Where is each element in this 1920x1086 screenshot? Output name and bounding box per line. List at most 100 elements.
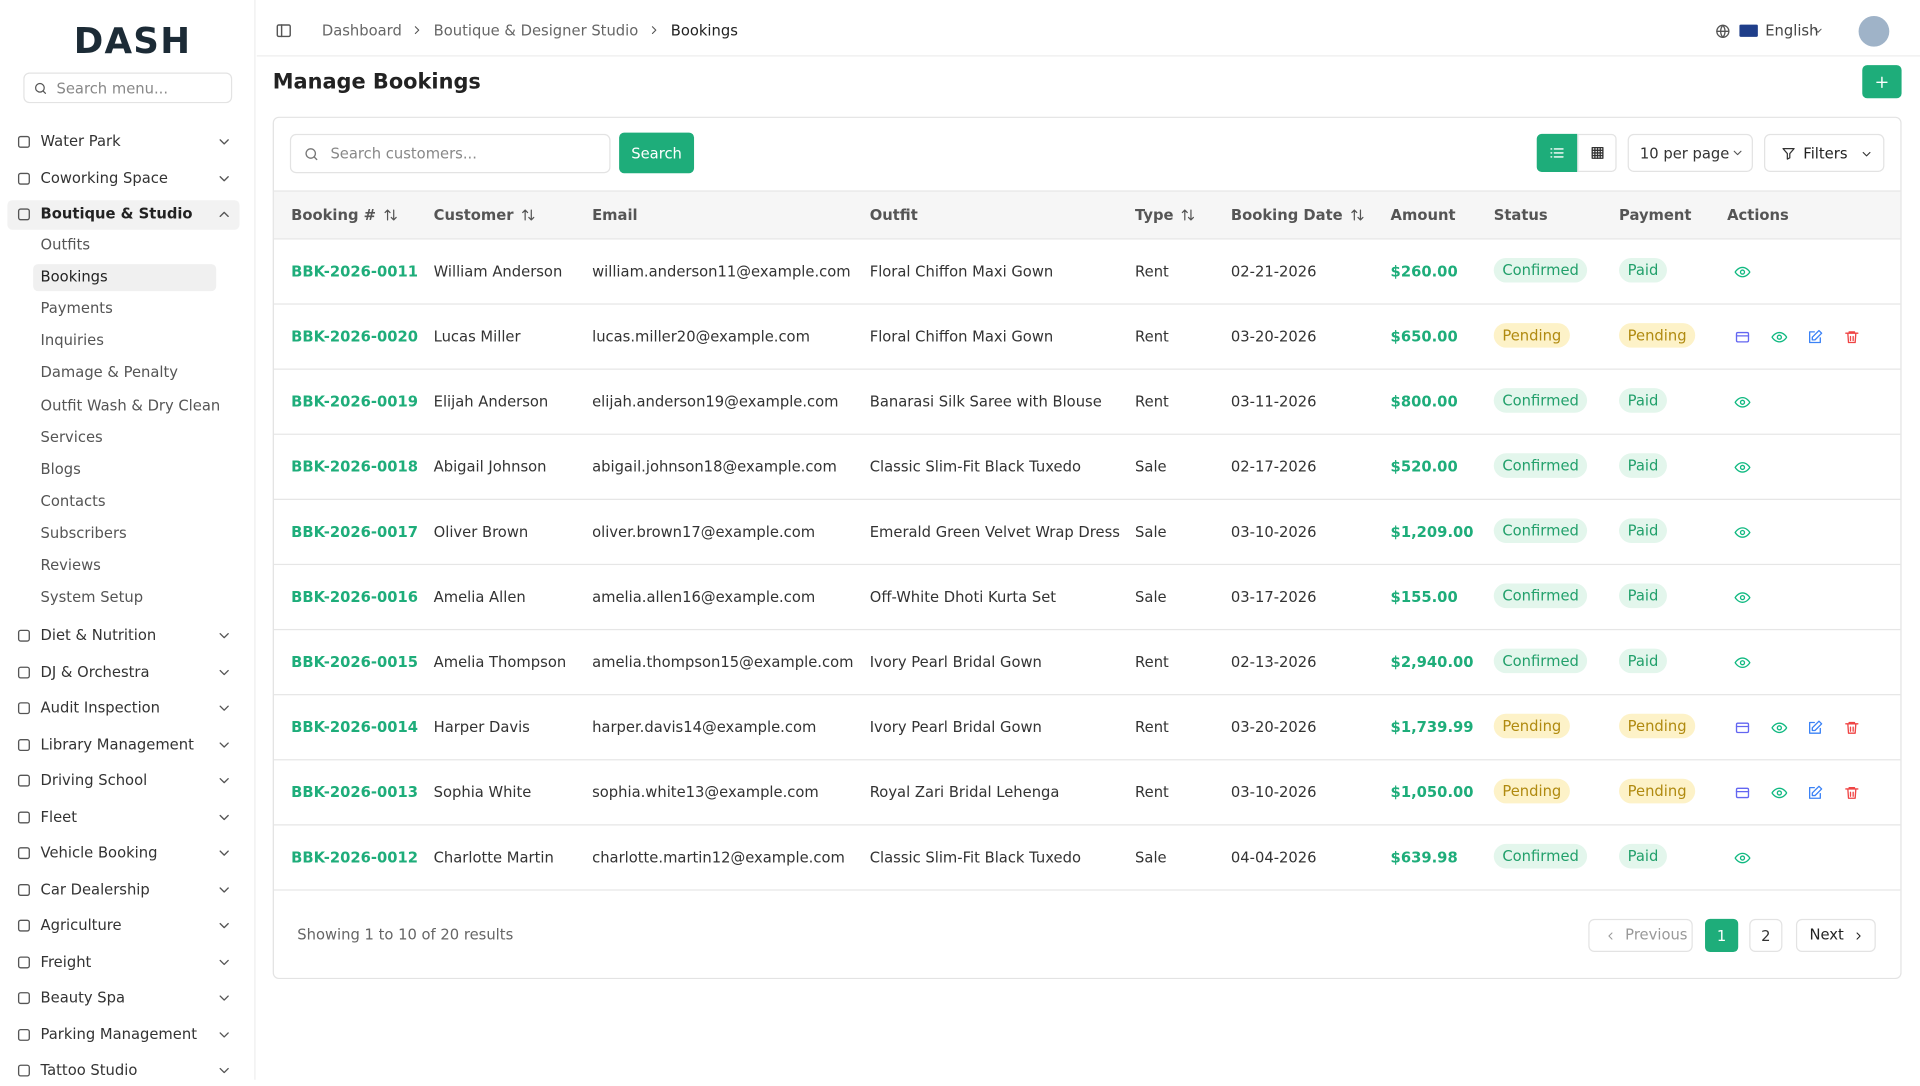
menu-item[interactable]: Tattoo Studio: [7, 1056, 239, 1085]
chevron: [216, 664, 232, 680]
submenu-item[interactable]: Bookings: [33, 264, 217, 292]
submenu-item[interactable]: Contacts: [33, 489, 216, 516]
menu-icon: [16, 736, 32, 752]
menu-icon: [16, 918, 32, 934]
previous-button[interactable]: Previous: [1588, 918, 1693, 953]
column-header[interactable]: Customer: [433, 206, 514, 224]
action-del[interactable]: [1843, 720, 1859, 736]
booking-link[interactable]: BBK-2026-0016: [291, 588, 419, 606]
menu-item[interactable]: Audit Inspection: [7, 694, 239, 723]
menu-item[interactable]: Fleet: [7, 803, 239, 832]
menu-item[interactable]: Beauty Spa: [7, 984, 239, 1013]
action-view[interactable]: [1770, 720, 1787, 736]
submenu-item[interactable]: System Setup: [33, 585, 216, 612]
action-view[interactable]: [1734, 525, 1751, 541]
submenu-item[interactable]: Outfits: [33, 232, 216, 259]
cell: charlotte.martin12@example.com: [592, 848, 845, 867]
chevron: [216, 170, 232, 186]
payment-badge: Pending: [1619, 713, 1696, 739]
status-badge: Confirmed: [1493, 648, 1588, 674]
previous-chevron: [1604, 930, 1616, 942]
booking-link[interactable]: BBK-2026-0013: [291, 783, 419, 801]
page-button[interactable]: 1: [1705, 918, 1739, 953]
per-page-chevron: [1731, 146, 1745, 160]
menu-search[interactable]: Search menu...: [23, 72, 233, 104]
column-header[interactable]: Type: [1135, 206, 1174, 224]
sort-icon[interactable]: [1350, 208, 1365, 223]
breadcrumb[interactable]: Boutique & Designer Studio: [433, 22, 639, 40]
booking-link[interactable]: BBK-2026-0017: [291, 523, 419, 541]
chevron: [216, 845, 232, 861]
action-view[interactable]: [1734, 850, 1751, 866]
submenu-item[interactable]: Payments: [33, 296, 216, 323]
page-button[interactable]: 2: [1749, 918, 1783, 953]
submenu-item[interactable]: Inquiries: [33, 328, 216, 355]
booking-link[interactable]: BBK-2026-0012: [291, 848, 419, 867]
amount: $2,940.00: [1390, 653, 1474, 671]
booking-link[interactable]: BBK-2026-0011: [291, 262, 419, 281]
action-view[interactable]: [1734, 394, 1751, 410]
column-header[interactable]: Booking Date: [1230, 206, 1343, 224]
action-view[interactable]: [1734, 264, 1751, 280]
add-button[interactable]: [1862, 65, 1902, 99]
submenu-item[interactable]: Reviews: [33, 553, 216, 580]
booking-link[interactable]: BBK-2026-0018: [291, 458, 419, 476]
menu-icon: [16, 954, 32, 970]
language-globe: [1715, 23, 1731, 39]
menu-item[interactable]: Coworking Space: [7, 164, 239, 193]
menu-item[interactable]: Water Park: [7, 128, 239, 157]
filters-button[interactable]: Filters: [1763, 133, 1885, 172]
menu-item[interactable]: Car Dealership: [7, 875, 239, 904]
submenu-item[interactable]: Damage & Penalty: [33, 360, 216, 387]
next-button[interactable]: Next: [1795, 918, 1876, 953]
menu-label: Car Dealership: [40, 880, 150, 898]
sidebar-toggle[interactable]: [275, 22, 292, 39]
customer-search[interactable]: Search customers...: [289, 133, 611, 174]
submenu-item[interactable]: Outfit Wash & Dry Clean: [33, 392, 221, 419]
menu-item[interactable]: Driving School: [7, 767, 239, 796]
menu-item[interactable]: Vehicle Booking: [7, 839, 239, 868]
action-pay[interactable]: [1735, 329, 1751, 345]
action-edit[interactable]: [1807, 329, 1823, 345]
amount: $1,050.00: [1390, 783, 1474, 801]
submenu-item[interactable]: Services: [33, 425, 216, 452]
sort-icon[interactable]: [521, 208, 536, 223]
per-page-select[interactable]: 10 per page: [1627, 133, 1753, 172]
search-button[interactable]: Search: [619, 132, 695, 174]
list-view-button[interactable]: [1536, 133, 1578, 172]
action-del[interactable]: [1843, 785, 1859, 801]
action-view[interactable]: [1734, 590, 1751, 606]
breadcrumb[interactable]: Dashboard: [321, 22, 402, 40]
menu-item[interactable]: Library Management: [7, 730, 239, 759]
submenu-item[interactable]: Blogs: [33, 457, 216, 484]
menu-item[interactable]: Freight: [7, 948, 239, 977]
menu-item[interactable]: Diet & Nutrition: [7, 622, 239, 651]
booking-link[interactable]: BBK-2026-0015: [291, 653, 419, 671]
action-pay[interactable]: [1735, 785, 1751, 801]
amount: $155.00: [1390, 588, 1458, 606]
menu-item[interactable]: Agriculture: [7, 911, 239, 940]
action-pay[interactable]: [1735, 720, 1751, 736]
submenu-item[interactable]: Subscribers: [33, 521, 216, 548]
action-view[interactable]: [1770, 785, 1787, 801]
user-avatar[interactable]: [1858, 15, 1890, 47]
action-edit[interactable]: [1807, 720, 1823, 736]
menu-item[interactable]: Parking Management: [7, 1020, 239, 1049]
action-view[interactable]: [1770, 329, 1787, 345]
column-header[interactable]: Booking #: [291, 206, 377, 224]
language[interactable]: English: [1765, 22, 1819, 40]
action-del[interactable]: [1843, 329, 1859, 345]
grid-view-button[interactable]: [1577, 133, 1617, 172]
action-edit[interactable]: [1807, 785, 1823, 801]
booking-link[interactable]: BBK-2026-0019: [291, 393, 419, 411]
sort-icon[interactable]: [383, 208, 398, 223]
payment-badge: Paid: [1619, 388, 1667, 413]
menu-item[interactable]: DJ & Orchestra: [7, 658, 239, 687]
booking-link[interactable]: BBK-2026-0014: [291, 718, 419, 736]
action-view[interactable]: [1734, 655, 1751, 671]
sort-icon[interactable]: [1181, 208, 1196, 223]
menu-item[interactable]: Boutique & Studio: [7, 200, 240, 230]
action-view[interactable]: [1734, 459, 1751, 475]
booking-link[interactable]: BBK-2026-0020: [291, 327, 419, 346]
